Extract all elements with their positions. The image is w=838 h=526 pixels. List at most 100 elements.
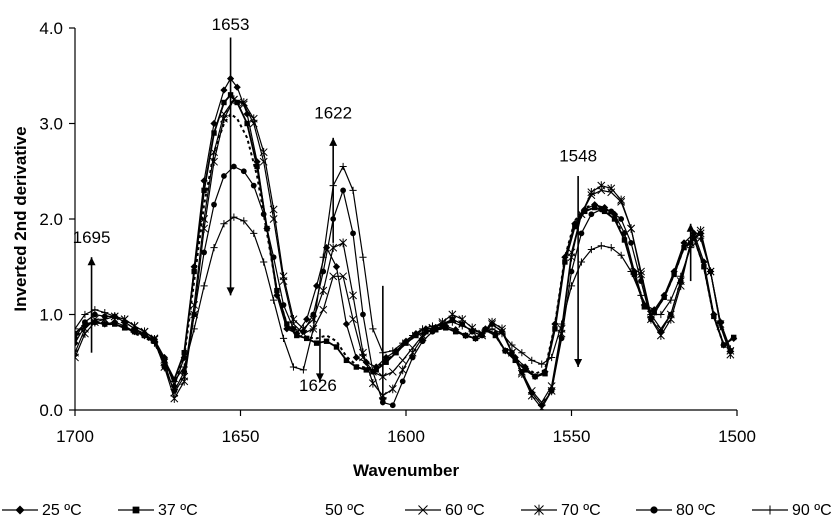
data-point [528, 389, 535, 396]
data-point [388, 384, 397, 394]
data-point [350, 230, 356, 237]
data-point [61, 368, 68, 375]
plot-area [61, 75, 738, 410]
data-point [273, 291, 281, 299]
data-point [260, 258, 268, 266]
legend-item: 50 ºC [325, 502, 365, 519]
data-point [617, 195, 626, 205]
data-point [82, 319, 88, 326]
data-point [230, 213, 238, 221]
data-point [353, 364, 360, 370]
arrow-head [686, 223, 695, 232]
annotation-label: 1626 [299, 376, 337, 395]
data-point [577, 209, 586, 219]
data-point [280, 302, 287, 308]
data-point [670, 267, 678, 276]
data-point [240, 217, 248, 225]
x-tick-label: 1600 [387, 427, 425, 446]
data-point [200, 282, 208, 290]
data-point [618, 216, 625, 222]
data-point [587, 245, 595, 254]
data-point [211, 130, 217, 136]
data-point [299, 366, 307, 374]
legend-label: 50 ºC [325, 502, 365, 519]
data-point [369, 325, 377, 333]
data-point [250, 182, 257, 189]
data-point [309, 325, 317, 333]
data-point [617, 251, 625, 259]
data-point [428, 322, 437, 330]
peak-annotations: 1695 1653 1622 1626 1548 [73, 15, 695, 406]
legend-label: 90 ºC [792, 502, 832, 519]
data-point [518, 349, 526, 357]
data-point [458, 322, 466, 330]
x-tick-label: 1550 [553, 427, 591, 446]
data-point [388, 367, 397, 376]
data-point [160, 358, 168, 366]
data-point [611, 216, 618, 222]
data-point [289, 363, 298, 371]
data-point [211, 201, 217, 208]
data-point [221, 99, 227, 106]
data-point [349, 315, 357, 324]
data-point [438, 320, 447, 328]
legend-swatch-marker [534, 504, 544, 516]
y-axis-ticks: 0.0 1.0 2.0 3.0 4.0 [39, 19, 75, 420]
data-point [140, 331, 149, 340]
data-point [221, 173, 227, 179]
data-point [591, 204, 598, 211]
data-point [588, 211, 595, 218]
data-point [647, 310, 655, 319]
data-point [260, 211, 267, 218]
data-point [359, 348, 367, 358]
arrow-head [315, 373, 324, 382]
data-point [628, 239, 634, 246]
data-point [191, 268, 197, 275]
data-point [150, 339, 159, 347]
data-point [558, 335, 565, 342]
data-point [160, 353, 168, 362]
data-point [667, 311, 674, 318]
data-point [269, 205, 278, 214]
data-point [329, 243, 338, 252]
series-line [75, 78, 735, 387]
data-point [201, 249, 207, 256]
data-point [90, 317, 99, 327]
data-point [220, 220, 228, 228]
data-point [259, 147, 268, 157]
data-point [398, 365, 407, 375]
series-6 [61, 162, 734, 385]
x-axis-ticks: 1700 1650 1600 1550 1500 [56, 410, 756, 446]
data-point [706, 267, 715, 276]
data-point [548, 353, 556, 362]
data-point [339, 238, 348, 248]
legend-item: 70 ºC [521, 502, 601, 519]
legend-item: 60 ºC [405, 502, 485, 519]
data-point [343, 357, 350, 364]
series-0 [61, 75, 738, 390]
legend-swatch-marker [15, 505, 25, 515]
data-point [121, 318, 129, 326]
data-point [101, 313, 108, 320]
data-point [61, 354, 68, 361]
arrow-head [226, 287, 235, 296]
data-point [244, 120, 250, 127]
data-point [726, 345, 734, 353]
data-point [250, 229, 258, 237]
data-point [200, 224, 209, 233]
data-point [532, 373, 538, 380]
data-point [498, 330, 506, 338]
data-point [389, 347, 397, 355]
series-line [75, 112, 735, 383]
data-point [81, 310, 89, 319]
data-point [567, 252, 576, 262]
data-point [62, 355, 67, 360]
legend-label: 60 ºC [445, 502, 485, 519]
series-4 [75, 95, 735, 410]
data-point [180, 363, 188, 371]
x-tick-label: 1500 [718, 427, 756, 446]
data-point [363, 367, 369, 373]
series-2 [75, 112, 735, 383]
arrow-head [87, 257, 96, 266]
